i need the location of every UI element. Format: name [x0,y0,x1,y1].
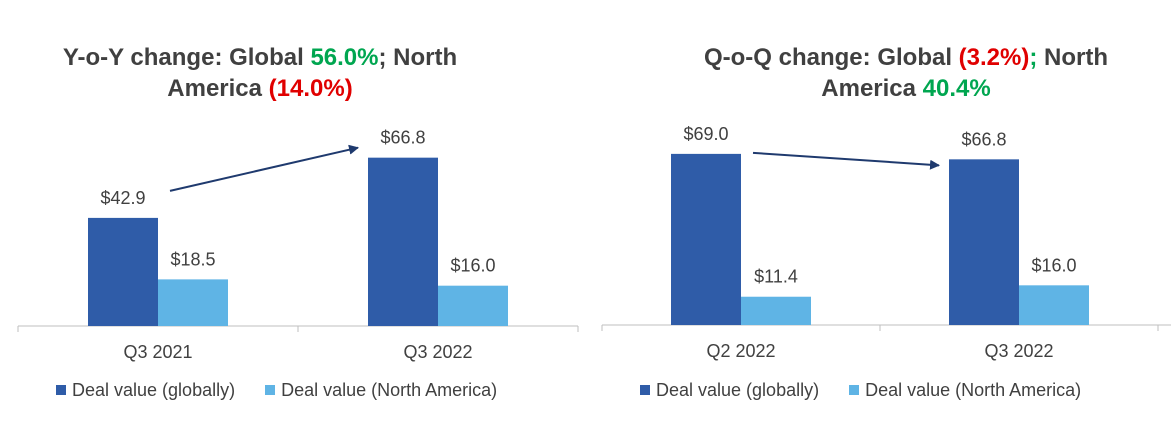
legend-swatch [640,385,650,395]
bar-north-america-2 [438,285,508,326]
bar-north-america-1 [158,279,228,326]
data-label: $66.8 [961,129,1006,149]
chart-title: Y-o-Y change: Global 56.0%; North Americ… [20,42,500,104]
data-label: $18.5 [170,249,215,269]
legend-swatch [56,385,66,395]
title-part-3: (14.0%) [268,75,353,102]
category-label: Q3 2022 [403,342,472,362]
title-part-2: ; North America [167,44,458,102]
chart-panel-qoq: Q-o-Q change: Global (3.2%); North Ameri… [586,0,1173,441]
legend-swatch [265,385,276,395]
trend-arrow [752,151,940,170]
trend-arrow [169,144,359,192]
bar-north-america-2 [1019,285,1089,325]
category-label: Q3 2021 [123,342,192,362]
legend-item: Deal value (North America) [849,380,1081,401]
legend-label: Deal value (globally) [656,380,820,400]
bar-chart: $42.9 $18.5 Q3 2021 $66.8 $16.0 Q3 2022 [17,128,579,362]
bar-global-2 [949,159,1019,325]
legend-item: Deal value (globally) [56,380,235,401]
legend-item: Deal value (globally) [640,380,819,401]
title-part-4: 40.4% [922,75,991,102]
category-label: Q3 2022 [984,341,1053,361]
bar-global-2 [368,157,438,326]
legend-label: Deal value (North America) [865,380,1082,400]
chart-title: Q-o-Q change: Global (3.2%); North Ameri… [666,42,1146,104]
bar-north-america-1 [741,296,811,325]
data-label: $69.0 [683,124,728,144]
legend: Deal value (globally) Deal value (North A… [56,380,527,401]
legend: Deal value (globally) Deal value (North A… [640,380,1111,401]
title-part-0: Q-o-Q change: Global [703,44,959,71]
title-part-0: Y-o-Y change: Global [62,44,311,71]
legend-item: Deal value (North America) [265,380,497,401]
data-label: $16.0 [450,256,495,276]
category-label: Q2 2022 [706,341,775,361]
bar-chart: $69.0 $11.4 Q2 2022 $66.8 $16.0 Q3 2022 [601,124,1171,361]
legend-swatch [849,385,860,395]
data-label: $42.9 [100,188,145,208]
chart-panel-yoy: Y-o-Y change: Global 56.0%; North Americ… [0,0,586,441]
legend-label: Deal value (globally) [72,380,236,400]
title-part-1: 56.0% [310,44,379,71]
bar-global-1 [88,217,158,326]
data-label: $11.4 [754,267,798,287]
title-part-3: North America [821,44,1108,102]
legend-label: Deal value (North America) [281,380,498,400]
title-part-1: (3.2%) [958,44,1030,71]
title-part-2: ; [1029,44,1045,71]
data-label: $66.8 [380,128,425,148]
data-label: $16.0 [1031,255,1076,275]
bar-global-1 [671,153,741,325]
